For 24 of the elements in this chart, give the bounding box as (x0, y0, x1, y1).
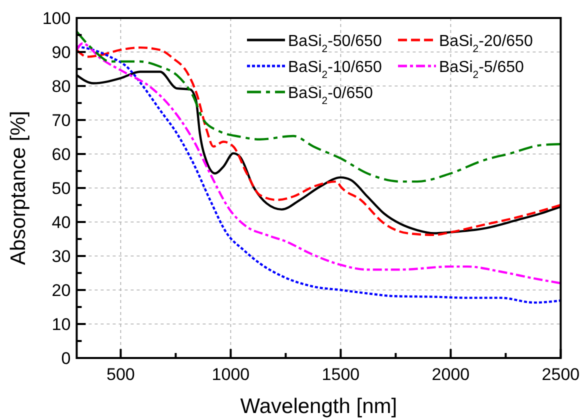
legend-label: BaSi$_{2}$-50/650 (288, 33, 382, 54)
legend-label: BaSi$_{2}$-0/650 (288, 85, 374, 106)
y-tick-label: 10 (52, 315, 71, 334)
legend-label: BaSi$_{2}$-10/650 (288, 59, 382, 80)
x-tick-label: 1000 (212, 365, 250, 384)
y-tick-label: 100 (42, 9, 71, 28)
y-axis-title: Absorptance [%] (7, 110, 30, 266)
x-tick-label: 1500 (322, 365, 360, 384)
x-tick-label: 2500 (542, 365, 580, 384)
y-tick-label: 0 (61, 349, 71, 368)
legend-label: BaSi$_{2}$-20/650 (439, 33, 533, 54)
legend-label: BaSi$_{2}$-5/650 (439, 59, 524, 80)
line-series (76, 30, 561, 183)
x-tick-label: 500 (106, 365, 135, 384)
x-tick-label: 2000 (432, 365, 470, 384)
y-tick-label: 30 (52, 247, 71, 266)
y-tick-label: 50 (52, 179, 71, 198)
x-axis-title: Wavelength [nm] (240, 395, 398, 418)
y-tick-label: 20 (52, 281, 71, 300)
y-tick-label: 70 (52, 111, 71, 130)
y-tick-label: 90 (52, 43, 71, 62)
y-tick-label: 60 (52, 145, 71, 164)
y-tick-label: 80 (52, 77, 71, 96)
y-tick-label: 40 (52, 213, 71, 232)
